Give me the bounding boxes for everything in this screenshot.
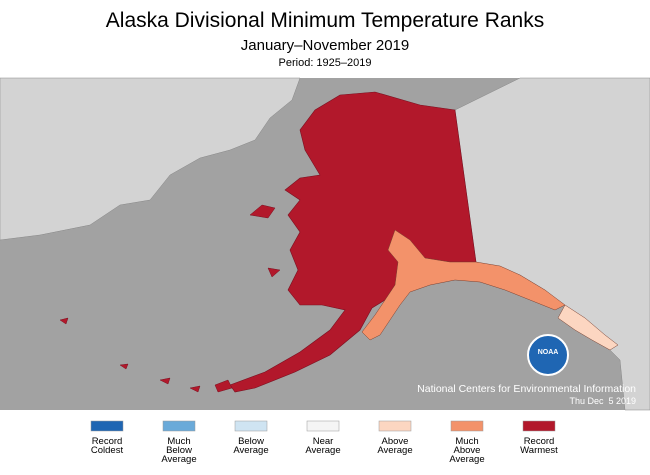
legend-swatch [522,420,556,432]
legend-label: Above [382,436,409,447]
subtitle: January–November 2019 [241,37,409,54]
legend-label: Coldest [91,445,124,456]
legend-label: Below [166,445,192,456]
legend-label: Near [313,436,334,447]
alaska-much-above-average [361,229,566,341]
legend-swatch [450,420,484,432]
credit-date: Thu Dec 5 2019 [569,396,636,406]
legend-label: Average [305,445,340,456]
legend-label: Below [238,436,264,447]
legend-label: Record [92,436,123,447]
legend-label: Average [161,454,196,465]
legend-swatch [234,420,268,432]
alaska-above-average [557,304,619,351]
legend-swatch [90,420,124,432]
islands [59,204,281,393]
legend-label: Much [455,436,478,447]
legend-swatch [378,420,412,432]
credit-org: National Centers for Environmental Infor… [417,383,636,395]
legend: RecordColdestMuchBelowAverageBelowAverag… [90,420,558,465]
legend-swatch [162,420,196,432]
legend-label: Record [524,436,555,447]
legend-label: Above [454,445,481,456]
title: Alaska Divisional Minimum Temperature Ra… [106,9,544,32]
period: Period: 1925–2019 [279,57,372,69]
legend-label: Average [449,454,484,465]
legend-label: Much [167,436,190,447]
map: NOAA National Centers for Environmental … [0,77,650,411]
russia [0,77,301,241]
logo-text: NOAA [538,349,559,356]
legend-label: Average [377,445,412,456]
logo [527,334,569,376]
legend-swatch [306,420,340,432]
legend-label: Average [233,445,268,456]
legend-label: Warmest [520,445,558,456]
